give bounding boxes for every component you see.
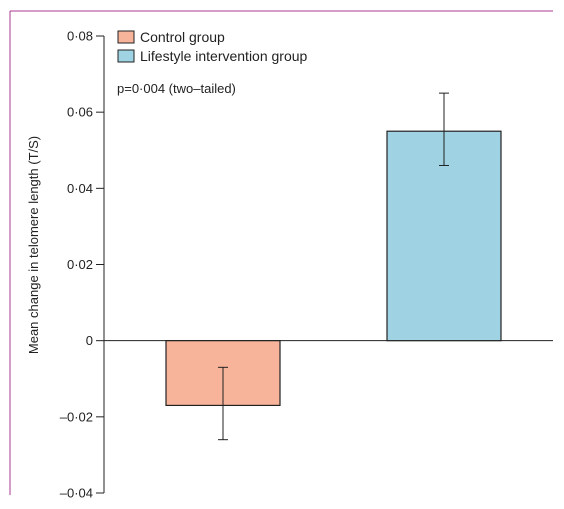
legend-swatch — [117, 49, 135, 63]
y-tick-label: –0·02 — [60, 409, 93, 424]
y-tick-label: 0·08 — [67, 29, 93, 44]
y-tick-label: 0 — [86, 333, 93, 348]
y-tick-label: 0·04 — [67, 181, 93, 196]
legend-label: Lifestyle intervention group — [140, 48, 308, 64]
p-value-annotation: p=0·004 (two–tailed) — [117, 81, 236, 96]
error-bars — [218, 92, 449, 441]
legend-swatch — [117, 30, 135, 44]
y-axis-label: Mean change in telomere length (T/S) — [26, 136, 41, 354]
y-tick-label: 0·02 — [67, 257, 93, 272]
bars — [165, 130, 502, 407]
bar-lifestyle-intervention-group — [386, 130, 502, 342]
y-tick-label: 0·06 — [67, 105, 93, 120]
y-tick-label: –0·04 — [60, 486, 93, 501]
y-axis: 0·08 0·06 0·04 0·02 0 –0·02 –0·04 — [60, 29, 553, 501]
legend-label: Control group — [140, 29, 225, 45]
legend: Control group Lifestyle intervention grou… — [117, 29, 308, 64]
